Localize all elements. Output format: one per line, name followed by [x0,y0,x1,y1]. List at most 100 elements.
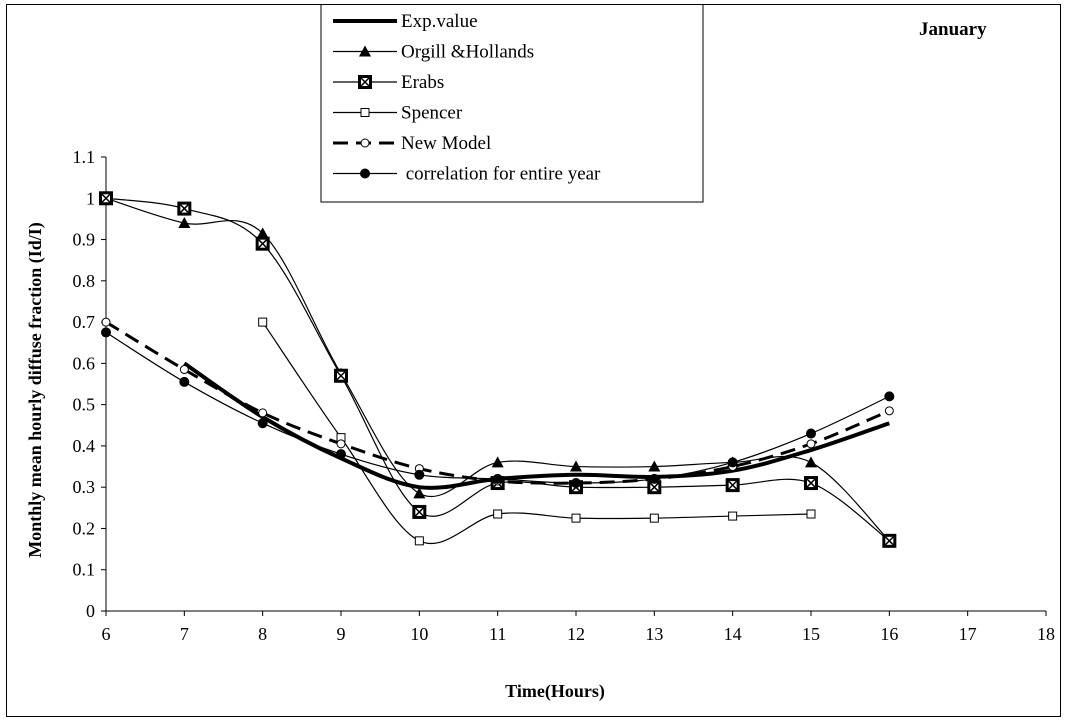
x-tick-label: 6 [102,624,111,644]
data-point [571,478,581,489]
data-point [414,469,425,480]
legend-marker [360,108,370,117]
data-point [101,327,111,338]
chart-title: January [919,19,987,40]
axes: 0 0.1 0.2 0.3 0.4 0.5 0.6 0.7 0.8 0.9 1 1.1 6 7 8 9 10 11… [73,147,1056,644]
legend-item-2: Erabs [333,72,444,93]
x-tick-label: 9 [337,624,346,644]
data-point [649,513,659,523]
data-point [725,478,740,493]
data-point [177,201,192,216]
x-tick-label: 15 [802,624,820,644]
y-tick-label: 0.7 [73,312,96,332]
data-point [491,456,504,468]
legend-label: correlation for entire year [401,164,601,185]
legend-item-5: correlation for entire year [333,164,601,185]
x-tick-label: 11 [489,624,506,644]
legend-label: Spencer [401,103,463,124]
y-tick-label: 0.4 [73,436,96,456]
data-point [412,504,427,519]
line-chart: 0 0.1 0.2 0.3 0.4 0.5 0.6 0.7 0.8 0.9 1 1.1 6 7 8 9 10 11… [25,5,1056,702]
legend-item-1: Orgill &Hollands [333,42,534,63]
y-tick-label: 1.1 [73,147,96,167]
x-tick-label: 18 [1037,624,1055,644]
data-point [413,487,426,499]
data-point [728,511,738,521]
data-point [884,406,894,416]
data-point [647,480,662,495]
data-point [649,473,660,484]
data-point [727,457,738,468]
series-0 [183,361,890,490]
chart-frame: 0 0.1 0.2 0.3 0.4 0.5 0.6 0.7 0.8 0.9 1 1.1 6 7 8 9 10 11… [6,4,1061,717]
data-point [257,418,268,429]
x-tick-label: 10 [410,624,428,644]
data-point [258,317,268,327]
y-tick-label: 0.8 [73,271,96,291]
series-5 [101,327,895,489]
series-2 [99,191,897,548]
data-point [179,376,190,387]
y-tick-label: 0.3 [73,477,96,497]
series-line-3 [262,321,812,544]
data-point [570,460,582,472]
data-point [336,439,346,449]
data-point [101,317,111,327]
y-tick-label: 0.5 [73,395,96,415]
series-line-0 [183,361,890,490]
y-tick-label: 0.9 [73,230,96,250]
legend-label: Erabs [401,72,444,93]
data-point [806,439,816,449]
y-tick-label: 0 [86,601,95,621]
data-point [99,191,113,206]
data-point [256,227,269,239]
data-point [334,368,348,383]
y-axis-label: Monthly mean hourly diffuse fraction (Id… [25,222,46,558]
x-tick-label: 7 [180,624,189,644]
data-point [258,408,268,418]
legend-item-4: New Model [333,133,491,154]
data-point [492,473,503,484]
data-point [805,456,817,468]
x-axis-label: Time(Hours) [505,681,605,702]
data-point [806,428,816,439]
x-tick-label: 17 [959,624,977,644]
data-point [884,391,895,402]
data-point [414,536,424,546]
data-point [179,365,189,375]
legend-item-3: Spencer [333,103,463,124]
legend-marker [360,138,370,148]
data-point [882,533,897,548]
y-tick-label: 1 [86,188,95,208]
legend-marker [360,168,370,179]
y-tick-label: 0.6 [73,353,96,373]
data-point [571,513,581,523]
x-tick-label: 13 [645,624,663,644]
data-point [178,217,191,229]
series-line-2 [105,197,890,542]
data-point [255,236,270,251]
y-tick-label: 0.2 [73,518,96,538]
x-tick-label: 16 [880,624,898,644]
legend-label: Exp.value [401,11,478,32]
legend-label: Orgill &Hollands [401,42,534,63]
series-3 [258,317,816,546]
legend-marker [359,45,371,57]
data-point [804,476,818,491]
legend-marker [358,75,372,89]
x-tick-label: 8 [258,624,267,644]
legend-label: New Model [401,133,491,154]
x-tick-label: 12 [567,624,585,644]
legend: Exp.value Orgill &Hollands Erabs Spencer New… [320,5,704,203]
data-point [806,509,816,519]
series-layer [99,191,897,548]
y-tick-label: 0.1 [73,560,96,580]
data-point [336,449,346,460]
data-point [493,509,503,519]
data-point [648,460,661,472]
x-tick-label: 14 [724,624,742,644]
legend-item-0: Exp.value [333,11,478,32]
series-line-1 [105,197,890,542]
legend-box [320,5,704,203]
series-1 [100,192,896,546]
